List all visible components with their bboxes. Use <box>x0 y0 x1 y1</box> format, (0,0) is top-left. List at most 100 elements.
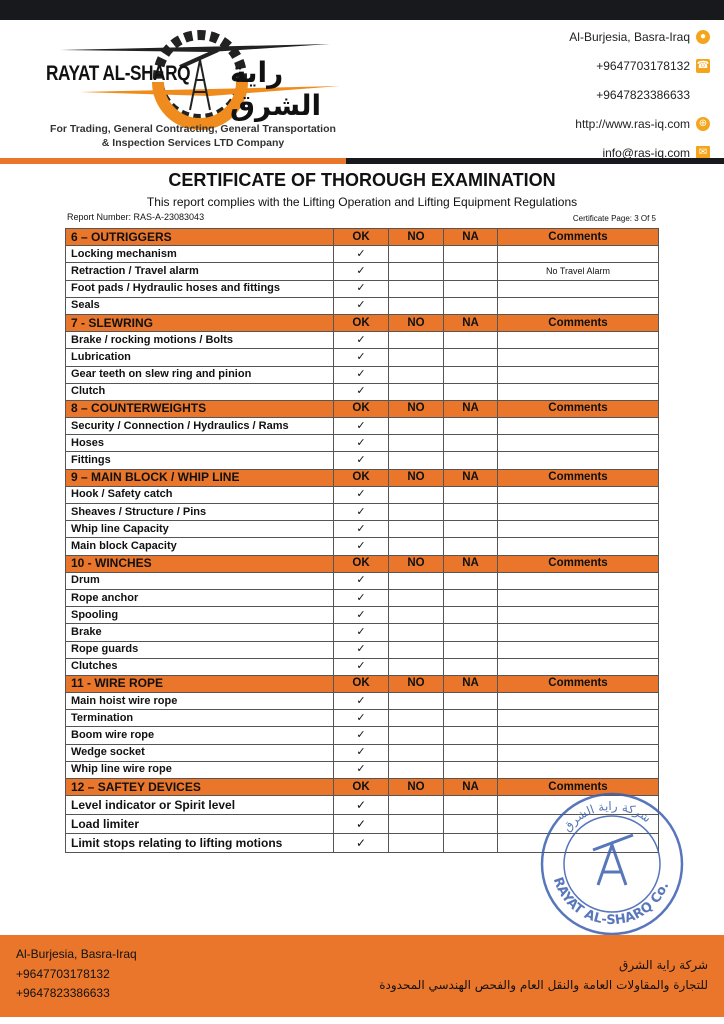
table-row: Whip line Capacity ✓ <box>65 520 659 539</box>
header-divider <box>0 158 724 164</box>
report-number: Report Number: RAS-A-23083043 <box>67 212 205 222</box>
na-cell <box>443 692 498 711</box>
section-header: 7 - SLEWRING OK NO NA Comments <box>65 313 659 333</box>
na-cell <box>443 451 498 470</box>
comment-cell <box>497 743 659 762</box>
contact-website[interactable]: http://www.ras-iq.com ⊕ <box>569 109 710 138</box>
ok-checkmark: ✓ <box>333 833 389 854</box>
contact-email[interactable]: info@ras-iq.com ✉ <box>569 138 710 167</box>
ok-checkmark: ✓ <box>333 348 389 367</box>
ok-checkmark: ✓ <box>333 692 389 711</box>
tagline-line: & Inspection Services LTD Company <box>101 137 285 149</box>
section-title: 10 - WINCHES <box>65 554 334 573</box>
col-comments: Comments <box>497 554 659 573</box>
item-label: Clutch <box>65 382 334 401</box>
ok-checkmark: ✓ <box>333 606 389 625</box>
no-cell <box>388 502 444 522</box>
comment-cell <box>497 726 659 745</box>
ok-checkmark: ✓ <box>333 623 389 642</box>
ok-checkmark: ✓ <box>333 382 389 401</box>
footer-phone: +9647703178132 <box>16 966 110 981</box>
item-label: Main block Capacity <box>65 537 334 556</box>
tagline: For Trading, General Contracting, Genera… <box>46 122 340 150</box>
col-comments: Comments <box>497 227 659 247</box>
email-link[interactable]: info@ras-iq.com <box>602 145 690 160</box>
item-label: Spooling <box>65 606 334 625</box>
table-row: Fittings ✓ <box>65 451 659 470</box>
comment-cell <box>497 709 659 728</box>
comment-cell <box>497 245 659 264</box>
comment-cell <box>497 520 659 539</box>
table-row: Spooling ✓ <box>65 606 659 625</box>
comment-cell <box>497 279 659 298</box>
ok-checkmark: ✓ <box>333 640 389 659</box>
section-title: 7 - SLEWRING <box>65 313 334 333</box>
no-cell <box>388 588 444 608</box>
col-no: NO <box>388 674 444 694</box>
no-cell <box>388 657 444 676</box>
no-cell <box>388 709 444 728</box>
item-label: Gear teeth on slew ring and pinion <box>65 365 334 384</box>
contact-phone: +9647703178132 ☎ <box>569 51 710 80</box>
ok-checkmark: ✓ <box>333 588 389 608</box>
top-bar <box>0 0 724 20</box>
comment-cell <box>497 296 659 315</box>
na-cell <box>443 520 498 539</box>
ok-checkmark: ✓ <box>333 279 389 298</box>
col-no: NO <box>388 227 444 247</box>
item-label: Brake / rocking motions / Bolts <box>65 331 334 350</box>
item-label: Wedge socket <box>65 743 334 762</box>
na-cell <box>443 814 498 835</box>
ok-checkmark: ✓ <box>333 657 389 676</box>
ok-checkmark: ✓ <box>333 451 389 470</box>
col-na: NA <box>443 554 498 573</box>
ok-checkmark: ✓ <box>333 743 389 762</box>
table-row: Rope guards ✓ <box>65 640 659 659</box>
website-link[interactable]: http://www.ras-iq.com <box>575 116 690 131</box>
table-row: Boom wire rope ✓ <box>65 726 659 745</box>
table-row: Drum ✓ <box>65 571 659 590</box>
mail-icon: ✉ <box>696 145 710 160</box>
ok-checkmark: ✓ <box>333 537 389 556</box>
item-label: Whip line wire rope <box>65 760 334 780</box>
table-row: Whip line wire rope ✓ <box>65 760 659 780</box>
col-na: NA <box>443 674 498 694</box>
ok-checkmark: ✓ <box>333 262 389 281</box>
comment-cell <box>497 331 659 350</box>
no-cell <box>388 692 444 711</box>
table-row: Rope anchor ✓ <box>65 588 659 608</box>
no-cell <box>388 795 444 816</box>
na-cell <box>443 331 498 350</box>
comment-cell <box>497 537 659 556</box>
table-row: Sheaves / Structure / Pins ✓ <box>65 502 659 522</box>
col-comments: Comments <box>497 399 659 419</box>
no-cell <box>388 623 444 642</box>
footer-address: Al-Burjesia, Basra-Iraq <box>16 947 137 961</box>
comment-cell <box>497 692 659 711</box>
company-logo: RAYAT AL-SHARQ راية الشرق <box>40 22 360 172</box>
no-cell <box>388 833 444 854</box>
logo-text-arabic: راية الشرق <box>230 56 322 122</box>
na-cell <box>443 743 498 762</box>
table-row: Clutches ✓ <box>65 657 659 676</box>
col-no: NO <box>388 313 444 333</box>
no-cell <box>388 606 444 625</box>
item-label: Load limiter <box>65 814 334 835</box>
footer-arabic-desc: للتجارة والمقاولات العامة والنقل العام و… <box>379 978 708 992</box>
na-cell <box>443 537 498 556</box>
item-label: Lubrication <box>65 348 334 367</box>
comment-cell <box>497 588 659 608</box>
col-no: NO <box>388 399 444 419</box>
section-header: 8 – COUNTERWEIGHTS OK NO NA Comments <box>65 399 659 419</box>
footer-phone: +9647823386633 <box>16 986 110 1000</box>
na-cell <box>443 348 498 367</box>
col-na: NA <box>443 227 498 247</box>
no-cell <box>388 520 444 539</box>
no-cell <box>388 331 444 350</box>
comment-cell <box>497 365 659 384</box>
no-cell <box>388 485 444 505</box>
contact-text: +9647823386633 <box>596 87 690 102</box>
table-row: Clutch ✓ <box>65 382 659 401</box>
no-cell <box>388 348 444 367</box>
item-label: Retraction / Travel alarm <box>65 262 334 281</box>
